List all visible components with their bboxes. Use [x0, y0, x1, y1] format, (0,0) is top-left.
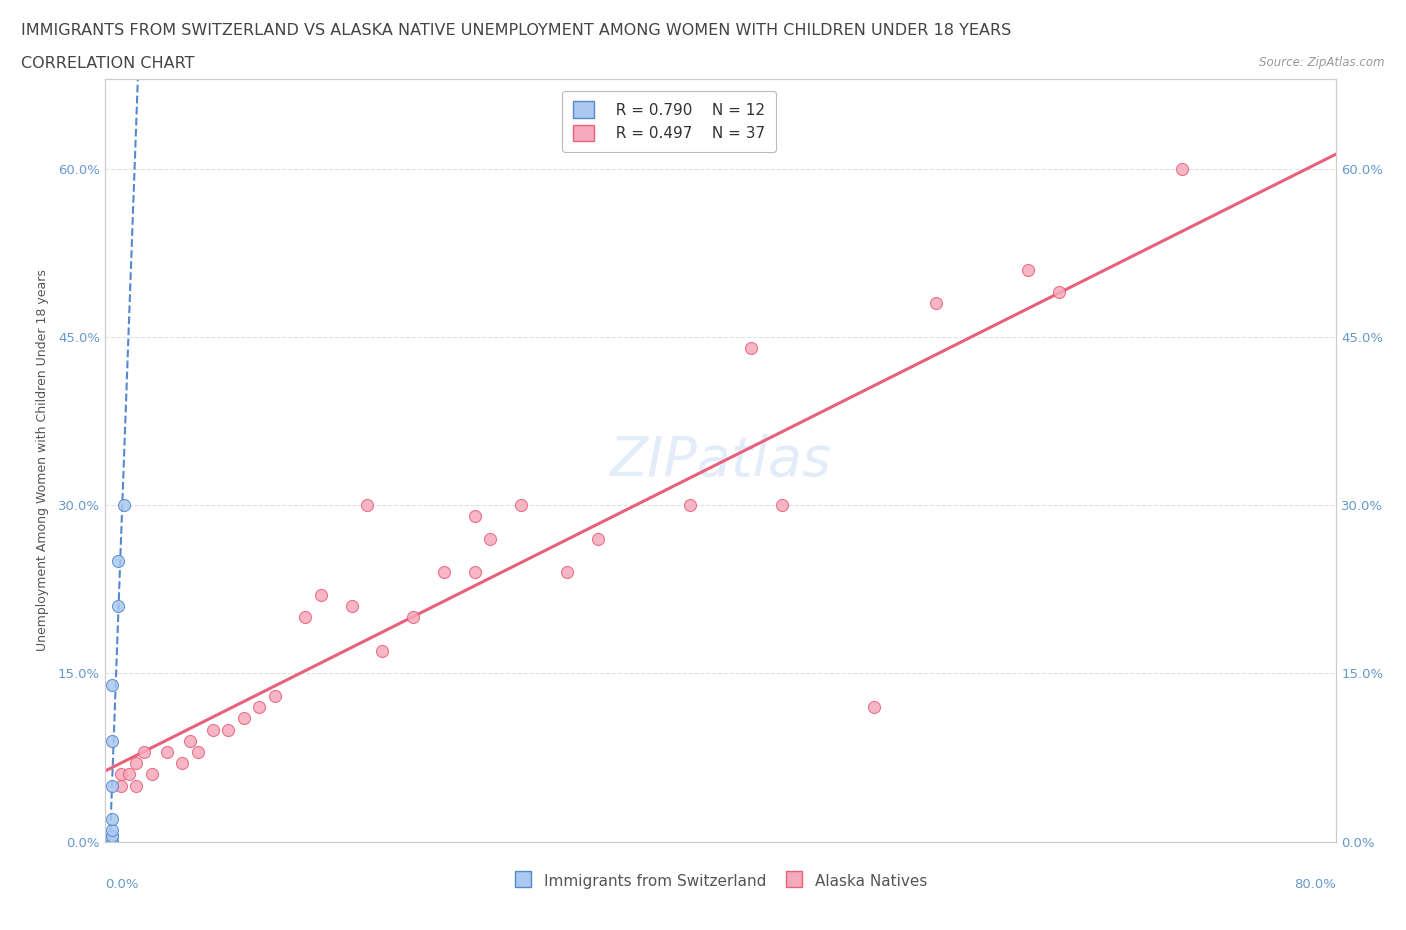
Point — [100, 733, 122, 748]
Point — [770, 498, 793, 512]
Point — [464, 565, 486, 580]
Point — [100, 829, 122, 844]
Point — [117, 767, 139, 782]
Point — [356, 498, 378, 512]
Point — [294, 610, 316, 625]
Point — [110, 767, 132, 782]
Point — [110, 778, 132, 793]
Point — [555, 565, 578, 580]
Point — [925, 296, 948, 311]
Point — [107, 599, 129, 614]
Point — [187, 745, 209, 760]
Point — [1017, 262, 1039, 277]
Point — [132, 745, 155, 760]
Text: CORRELATION CHART: CORRELATION CHART — [21, 56, 194, 71]
Point — [202, 722, 225, 737]
Point — [100, 778, 122, 793]
Text: ZIPatlas: ZIPatlas — [610, 434, 831, 486]
Point — [464, 509, 486, 524]
Point — [371, 644, 394, 658]
Text: 0.0%: 0.0% — [105, 878, 139, 891]
Point — [478, 531, 501, 546]
Point — [218, 722, 240, 737]
Legend: Immigrants from Switzerland, Alaska Natives: Immigrants from Switzerland, Alaska Nati… — [506, 865, 935, 897]
Point — [263, 688, 285, 703]
Point — [340, 599, 363, 614]
Point — [100, 812, 122, 827]
Point — [679, 498, 702, 512]
Point — [141, 767, 163, 782]
Point — [740, 340, 762, 355]
Point — [309, 588, 332, 603]
Point — [179, 733, 201, 748]
Text: Source: ZipAtlas.com: Source: ZipAtlas.com — [1260, 56, 1385, 69]
Point — [125, 756, 148, 771]
Text: 80.0%: 80.0% — [1294, 878, 1336, 891]
Point — [586, 531, 609, 546]
Point — [100, 677, 122, 692]
Point — [509, 498, 531, 512]
Point — [100, 829, 122, 844]
Point — [402, 610, 425, 625]
Point — [100, 834, 122, 849]
Point — [112, 498, 135, 512]
Point — [156, 745, 179, 760]
Point — [1171, 161, 1194, 176]
Point — [125, 778, 148, 793]
Point — [100, 834, 122, 849]
Point — [247, 699, 270, 714]
Point — [107, 554, 129, 569]
Point — [172, 756, 194, 771]
Y-axis label: Unemployment Among Women with Children Under 18 years: Unemployment Among Women with Children U… — [37, 270, 49, 651]
Text: IMMIGRANTS FROM SWITZERLAND VS ALASKA NATIVE UNEMPLOYMENT AMONG WOMEN WITH CHILD: IMMIGRANTS FROM SWITZERLAND VS ALASKA NA… — [21, 23, 1011, 38]
Point — [1047, 285, 1070, 299]
Point — [433, 565, 456, 580]
Point — [232, 711, 254, 725]
Point — [100, 823, 122, 838]
Point — [863, 699, 886, 714]
